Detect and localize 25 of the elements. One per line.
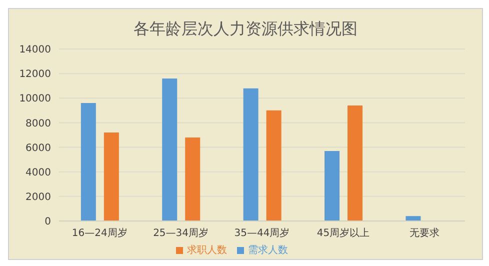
bar — [324, 150, 340, 221]
bar — [185, 137, 200, 221]
y-tick-label: 14000 — [19, 44, 51, 56]
x-tick-label: 25—34周岁 — [153, 227, 209, 240]
bar — [162, 78, 178, 221]
legend-label: 需求人数 — [248, 245, 288, 256]
legend-label: 求职人数 — [187, 245, 227, 256]
x-tick-label: 16—24周岁 — [72, 227, 128, 240]
chart-title: 各年龄层次人力资源供求情况图 — [132, 18, 358, 40]
bar — [266, 110, 282, 221]
bar — [406, 216, 421, 221]
y-tick-label: 10000 — [19, 94, 51, 105]
x-tick-label: 35—44周岁 — [234, 227, 290, 240]
bar — [104, 132, 119, 221]
y-tick-label: 12000 — [19, 69, 51, 80]
y-tick-label: 2000 — [26, 192, 51, 203]
y-tick-label: 8000 — [26, 118, 51, 130]
bar — [243, 88, 258, 221]
x-tick-label: 无要求 — [409, 227, 440, 240]
bar — [80, 103, 96, 221]
y-tick-label: 0 — [44, 216, 51, 228]
y-tick-label: 6000 — [26, 142, 51, 154]
bar — [348, 106, 363, 221]
x-tick-label: 45周岁以上 — [316, 227, 370, 240]
y-tick-label: 4000 — [26, 167, 51, 178]
